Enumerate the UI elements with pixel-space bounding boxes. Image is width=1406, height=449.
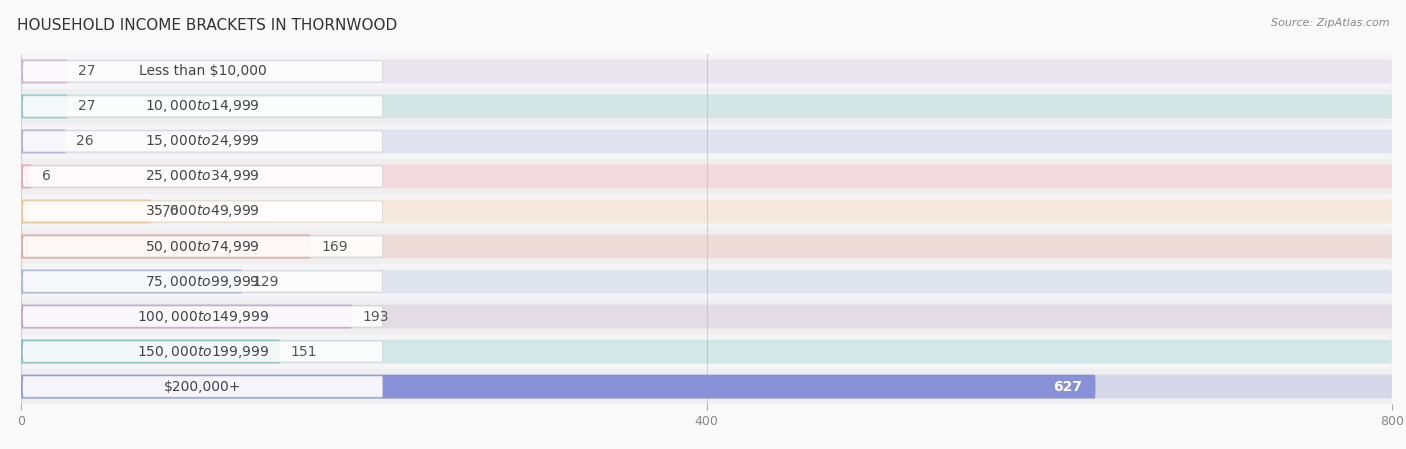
Text: $200,000+: $200,000+ bbox=[165, 379, 242, 394]
FancyBboxPatch shape bbox=[21, 374, 1095, 399]
Text: $25,000 to $34,999: $25,000 to $34,999 bbox=[145, 168, 260, 185]
FancyBboxPatch shape bbox=[22, 96, 382, 117]
FancyBboxPatch shape bbox=[21, 164, 31, 189]
FancyBboxPatch shape bbox=[21, 304, 1392, 329]
FancyBboxPatch shape bbox=[21, 129, 1392, 154]
Text: 151: 151 bbox=[290, 344, 316, 359]
Text: 26: 26 bbox=[76, 134, 94, 149]
FancyBboxPatch shape bbox=[21, 269, 1392, 294]
FancyBboxPatch shape bbox=[22, 166, 382, 187]
Text: $50,000 to $74,999: $50,000 to $74,999 bbox=[145, 238, 260, 255]
FancyBboxPatch shape bbox=[21, 59, 67, 84]
FancyBboxPatch shape bbox=[22, 306, 382, 327]
Text: Source: ZipAtlas.com: Source: ZipAtlas.com bbox=[1271, 18, 1389, 28]
FancyBboxPatch shape bbox=[21, 199, 1392, 224]
FancyBboxPatch shape bbox=[22, 271, 382, 292]
Bar bbox=[21, 334, 1392, 369]
Text: 27: 27 bbox=[77, 99, 96, 114]
Text: 76: 76 bbox=[162, 204, 179, 219]
FancyBboxPatch shape bbox=[22, 131, 382, 152]
Bar bbox=[21, 124, 1392, 159]
FancyBboxPatch shape bbox=[21, 234, 311, 259]
Bar bbox=[21, 229, 1392, 264]
FancyBboxPatch shape bbox=[21, 339, 280, 364]
Text: Less than $10,000: Less than $10,000 bbox=[139, 64, 267, 79]
FancyBboxPatch shape bbox=[21, 94, 1392, 119]
Text: $15,000 to $24,999: $15,000 to $24,999 bbox=[145, 133, 260, 150]
Bar bbox=[21, 194, 1392, 229]
FancyBboxPatch shape bbox=[21, 304, 351, 329]
Text: $100,000 to $149,999: $100,000 to $149,999 bbox=[136, 308, 269, 325]
FancyBboxPatch shape bbox=[21, 164, 1392, 189]
Text: 6: 6 bbox=[42, 169, 51, 184]
FancyBboxPatch shape bbox=[21, 199, 152, 224]
FancyBboxPatch shape bbox=[22, 236, 382, 257]
Text: $10,000 to $14,999: $10,000 to $14,999 bbox=[145, 98, 260, 114]
Text: 193: 193 bbox=[363, 309, 388, 324]
Text: $35,000 to $49,999: $35,000 to $49,999 bbox=[145, 203, 260, 220]
Text: $75,000 to $99,999: $75,000 to $99,999 bbox=[145, 273, 260, 290]
Bar bbox=[21, 299, 1392, 334]
Text: 169: 169 bbox=[321, 239, 347, 254]
FancyBboxPatch shape bbox=[21, 129, 66, 154]
Text: 129: 129 bbox=[253, 274, 278, 289]
Text: HOUSEHOLD INCOME BRACKETS IN THORNWOOD: HOUSEHOLD INCOME BRACKETS IN THORNWOOD bbox=[17, 18, 396, 33]
FancyBboxPatch shape bbox=[21, 234, 1392, 259]
FancyBboxPatch shape bbox=[22, 61, 382, 82]
Text: 627: 627 bbox=[1053, 379, 1081, 394]
Bar bbox=[21, 264, 1392, 299]
FancyBboxPatch shape bbox=[21, 94, 67, 119]
FancyBboxPatch shape bbox=[22, 201, 382, 222]
FancyBboxPatch shape bbox=[22, 341, 382, 362]
Text: $150,000 to $199,999: $150,000 to $199,999 bbox=[136, 343, 269, 360]
FancyBboxPatch shape bbox=[21, 339, 1392, 364]
Bar bbox=[21, 369, 1392, 404]
FancyBboxPatch shape bbox=[22, 376, 382, 397]
FancyBboxPatch shape bbox=[21, 59, 1392, 84]
Text: 27: 27 bbox=[77, 64, 96, 79]
Bar bbox=[21, 89, 1392, 124]
Bar bbox=[21, 159, 1392, 194]
FancyBboxPatch shape bbox=[21, 374, 1392, 399]
FancyBboxPatch shape bbox=[21, 269, 242, 294]
Bar bbox=[21, 54, 1392, 89]
